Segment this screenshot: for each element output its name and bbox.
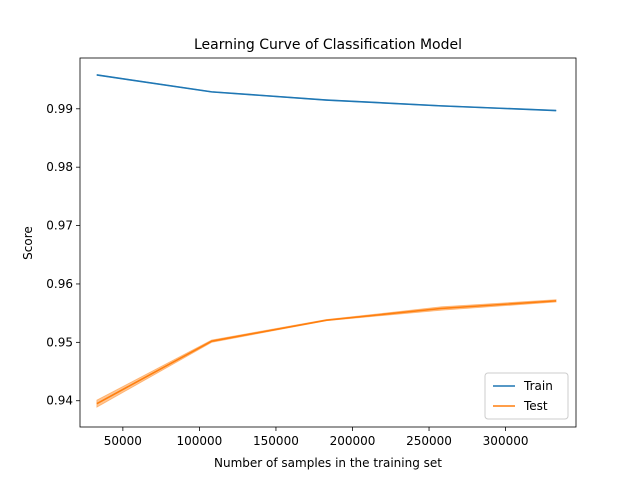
x-tick-label: 200000: [330, 434, 376, 448]
x-tick-label: 150000: [253, 434, 299, 448]
y-tick-label: 0.96: [46, 277, 73, 291]
x-tick-label: 50000: [104, 434, 142, 448]
y-tick-label: 0.98: [46, 160, 73, 174]
y-tick-label: 0.97: [46, 219, 73, 233]
plot-area: 50000 100000 150000 200000 250000 300000 0.94 0…: [46, 57, 577, 448]
y-tick-label: 0.99: [46, 102, 73, 116]
series-line-test: [96, 300, 557, 405]
legend-label-train: Train: [523, 379, 553, 393]
legend: Train Test: [484, 372, 569, 420]
plot-frame: [79, 57, 577, 428]
y-tick-label: 0.94: [46, 394, 73, 408]
x-tick-label: 300000: [483, 434, 529, 448]
series-line-train: [96, 74, 557, 112]
legend-label-test: Test: [523, 399, 548, 413]
legend-box: [484, 372, 569, 420]
y-axis-label: Score: [21, 226, 35, 260]
x-tick-label: 250000: [406, 434, 452, 448]
x-tick-label: 100000: [177, 434, 223, 448]
chart-title: Learning Curve of Classification Model: [194, 37, 462, 53]
x-axis-label: Number of samples in the training set: [214, 456, 442, 470]
y-tick-label: 0.95: [46, 335, 73, 349]
